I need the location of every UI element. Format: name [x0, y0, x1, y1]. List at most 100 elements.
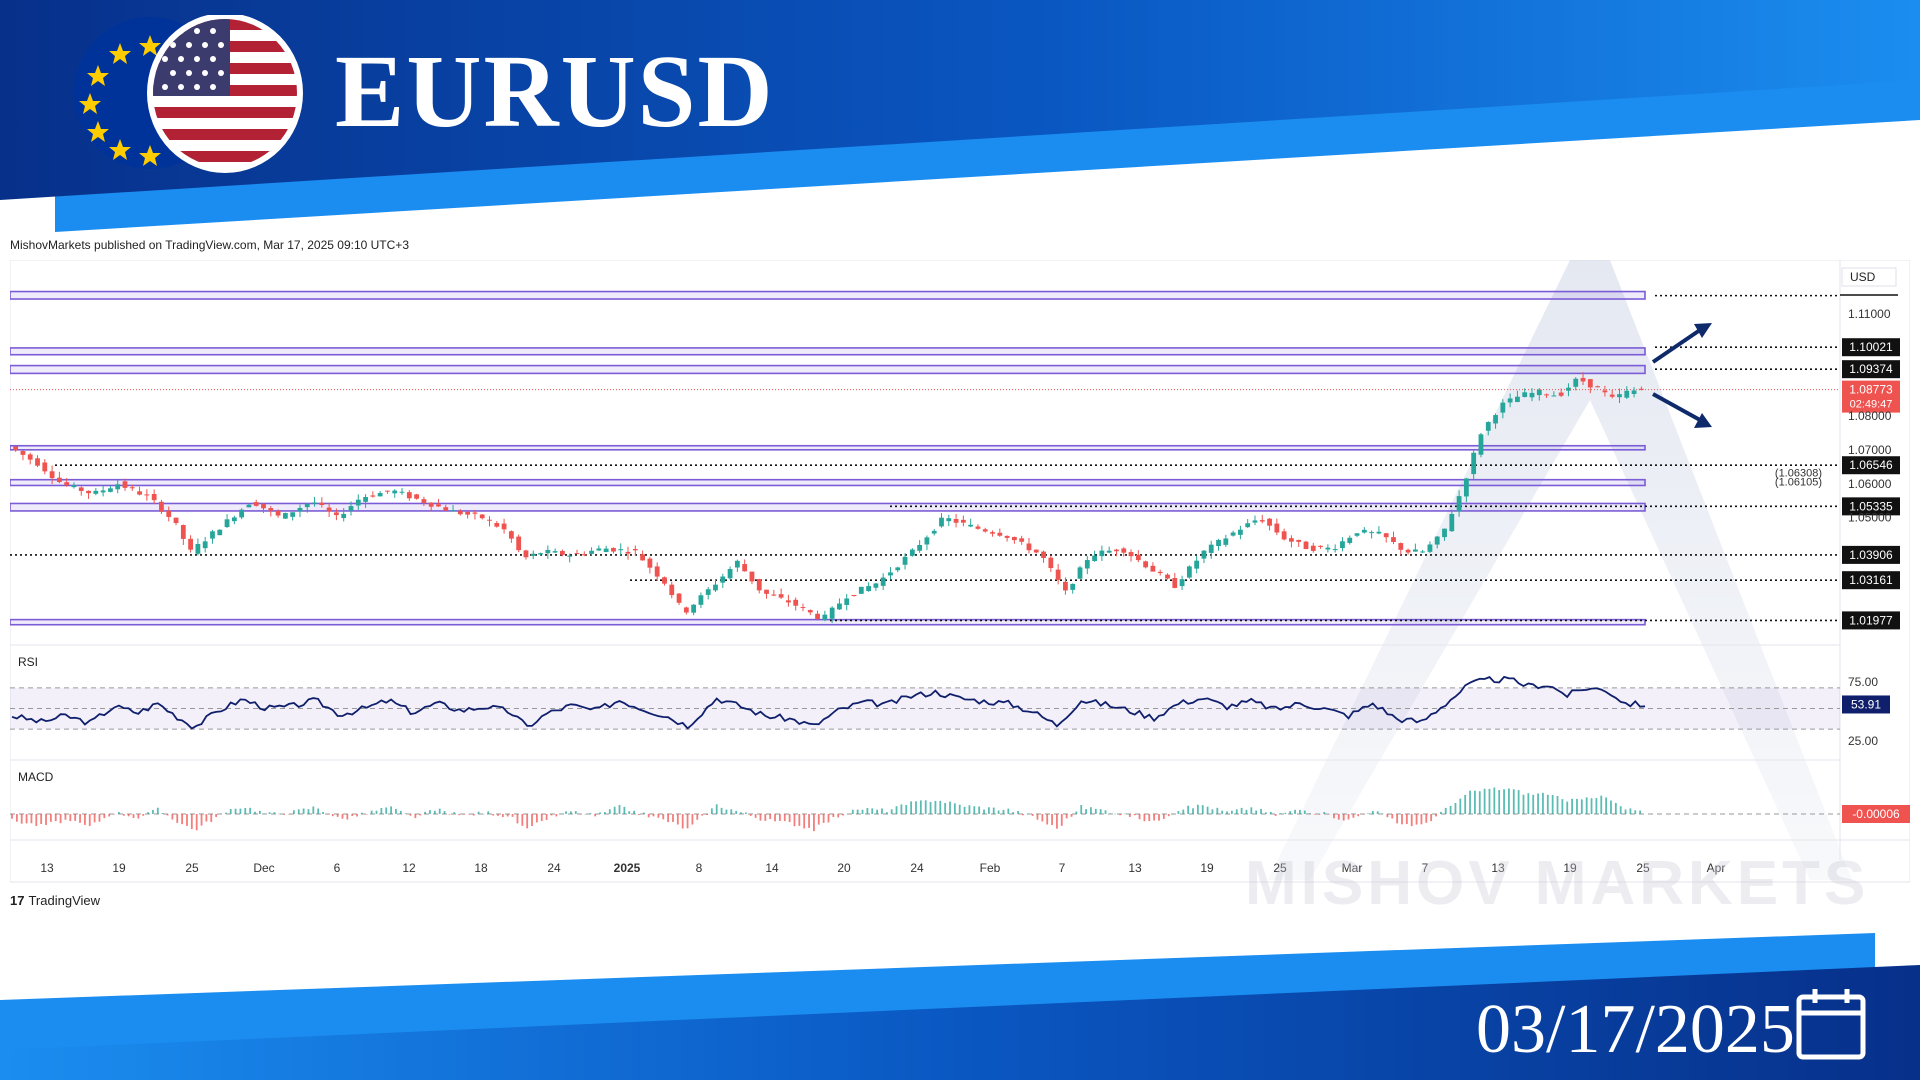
candle-body	[516, 536, 522, 551]
candle-body	[931, 530, 937, 534]
macd-histogram-bar	[161, 813, 164, 814]
price-chart[interactable]: 1.10021 1.09374 1.06546 1.05335 1.03906 1.031…	[10, 260, 1910, 885]
macd-histogram-bar	[1177, 811, 1180, 814]
macd-histogram-bar	[263, 813, 266, 814]
x-tick-label: 25	[185, 861, 199, 875]
macd-histogram-bar	[691, 814, 694, 825]
candle-body	[1179, 579, 1185, 587]
macd-histogram-bar	[79, 814, 81, 823]
macd-histogram-bar	[885, 812, 888, 814]
macd-histogram-bar	[1347, 814, 1350, 820]
candle-body	[1194, 560, 1200, 569]
rsi-upper-label: 75.00	[1848, 675, 1878, 689]
candle-body	[1230, 532, 1236, 536]
macd-histogram-bar	[210, 814, 213, 823]
candle-body	[662, 577, 667, 584]
macd-histogram-bar	[1206, 806, 1209, 814]
macd-histogram-bar	[1265, 812, 1267, 814]
sr-zone	[10, 478, 1646, 487]
candle-body	[771, 594, 777, 596]
y-tick-label: 1.08000	[1848, 409, 1892, 423]
candle-body	[64, 482, 70, 486]
candle-body	[13, 446, 19, 451]
candle-body	[1077, 567, 1083, 579]
macd-histogram-bar	[1060, 814, 1063, 826]
macd-histogram-bar	[1415, 814, 1418, 825]
macd-histogram-bar	[1196, 804, 1199, 814]
y-tick-label: 1.11000	[1848, 307, 1891, 321]
macd-histogram-bar	[1303, 810, 1306, 814]
macd-histogram-bar	[900, 804, 903, 814]
tradingview-text: TradingView	[28, 893, 101, 908]
macd-histogram-bar	[1046, 814, 1049, 825]
macd-histogram-bar	[1279, 813, 1282, 814]
macd-histogram-bar	[331, 814, 334, 817]
x-tick-label: 8	[696, 861, 703, 875]
macd-histogram-bar	[103, 814, 106, 819]
macd-histogram-bar	[195, 814, 198, 831]
macd-histogram-bar	[730, 809, 733, 814]
macd-histogram-bar	[176, 814, 179, 823]
macd-histogram-bar	[1226, 811, 1228, 814]
macd-histogram-bar	[939, 800, 942, 814]
candle-body	[399, 491, 405, 493]
candle-body	[829, 607, 835, 619]
macd-histogram-bar	[1512, 789, 1515, 814]
macd-histogram-bar	[953, 803, 956, 814]
macd-histogram-bar	[361, 812, 363, 814]
candle-body	[654, 566, 660, 577]
level-tag-label: 1.05335	[1849, 499, 1893, 513]
macd-histogram-bar	[1022, 814, 1024, 816]
candle-body	[1493, 415, 1498, 424]
candle-body	[902, 556, 908, 565]
y-tick-label: 1.07000	[1848, 443, 1892, 457]
macd-histogram-bar	[725, 809, 728, 814]
macd-histogram-bar	[574, 811, 577, 814]
x-tick-label: 12	[402, 861, 416, 875]
x-tick-label: 14	[765, 861, 779, 875]
candle-body	[1048, 557, 1054, 569]
macd-histogram-bar	[1532, 794, 1535, 814]
candle-body	[1456, 496, 1462, 512]
tradingview-logo: 17 TradingView	[10, 893, 100, 908]
candle-body	[1617, 394, 1622, 398]
macd-histogram-bar	[608, 809, 611, 814]
macd-histogram-bar	[54, 814, 57, 822]
candle-body	[1609, 394, 1615, 397]
candle-body	[1551, 395, 1557, 397]
macd-histogram-bar	[341, 814, 344, 819]
macd-histogram-bar	[1299, 809, 1301, 814]
x-tick-label: 19	[1563, 861, 1577, 875]
candle-body	[326, 507, 332, 512]
macd-histogram-bar	[1435, 814, 1437, 817]
macd-histogram-bar	[1294, 809, 1296, 814]
macd-histogram-bar	[798, 814, 801, 826]
macd-histogram-bar	[1065, 814, 1068, 819]
candle-body	[1267, 518, 1272, 526]
level-tag-label: 1.09374	[1849, 362, 1893, 376]
macd-histogram-bar	[832, 814, 835, 818]
macd-histogram-bar	[599, 812, 601, 814]
macd-histogram-bar	[540, 814, 543, 822]
candle-body	[698, 595, 704, 605]
candle-body	[647, 558, 653, 568]
top-light-band	[55, 72, 1920, 232]
x-tick-label: 18	[474, 861, 488, 875]
candle-body	[1186, 566, 1192, 578]
macd-histogram-bar	[1216, 807, 1219, 814]
macd-histogram-bar	[613, 806, 616, 814]
macd-histogram-bar	[448, 814, 451, 815]
candle-body	[253, 502, 259, 506]
candle-body	[93, 490, 99, 494]
candle-body	[341, 513, 347, 519]
macd-histogram-bar	[1036, 814, 1039, 820]
macd-histogram-bar	[511, 814, 514, 817]
x-tick-label: 24	[547, 861, 561, 875]
macd-histogram-bar	[249, 807, 252, 814]
macd-histogram-bar	[127, 814, 130, 817]
macd-histogram-bar	[297, 809, 300, 814]
candle-body	[122, 481, 128, 488]
candle-body	[86, 490, 91, 494]
macd-histogram-bar	[501, 814, 504, 818]
candle-body	[1478, 434, 1484, 455]
